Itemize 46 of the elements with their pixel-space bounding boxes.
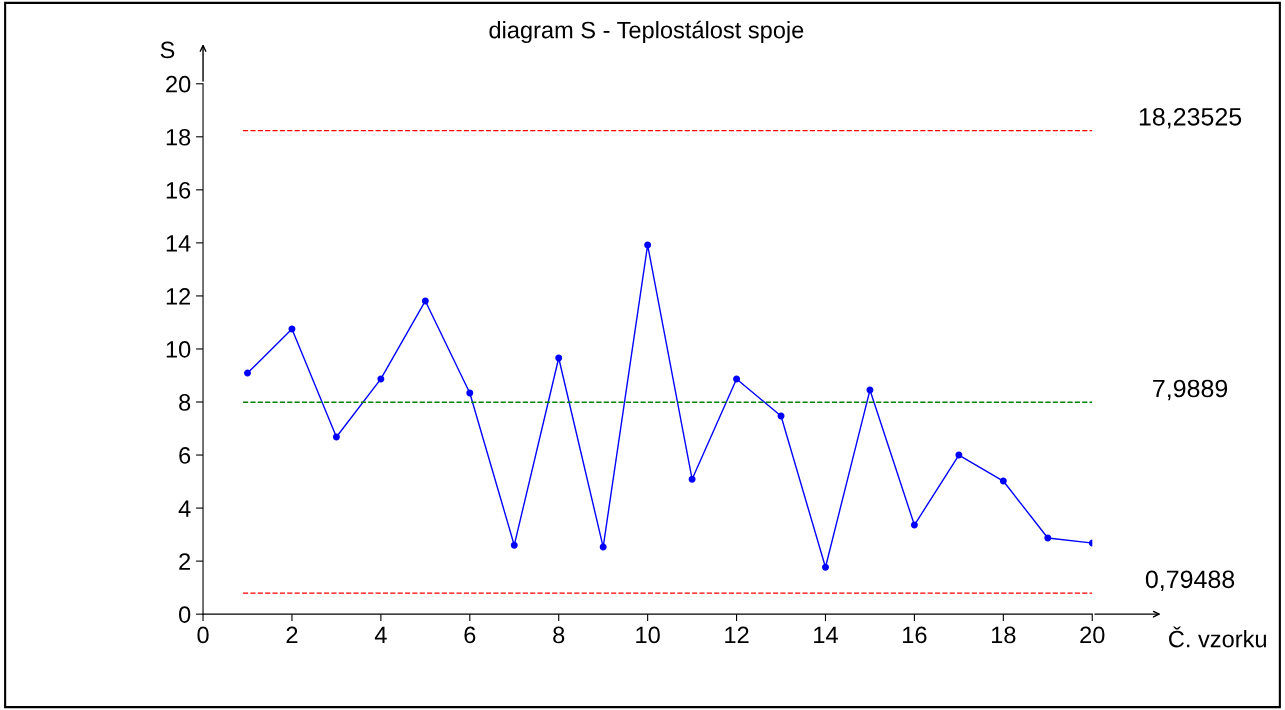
ref-line-label: 18,23525 xyxy=(1139,107,1242,129)
x-tick-label: 4 xyxy=(374,626,387,644)
point xyxy=(332,433,340,441)
point xyxy=(377,375,385,383)
x-tick-label: 18 xyxy=(992,626,1016,644)
x-axis-title: Č. vzorku xyxy=(1169,626,1266,648)
x-tick-label: 6 xyxy=(464,626,476,644)
x-tick-label: 2 xyxy=(286,626,298,644)
y-tick-label: 4 xyxy=(178,500,191,517)
point xyxy=(688,475,696,483)
x-tick-label: 14 xyxy=(814,626,838,644)
point xyxy=(733,375,741,383)
x-tick-label: 0 xyxy=(197,626,209,644)
y-tick-label: 0 xyxy=(179,606,191,623)
point xyxy=(866,386,874,394)
ref-line-label: 0,79488 xyxy=(1145,570,1235,592)
y-tick-label: 10 xyxy=(166,341,191,358)
y-tick-label: 6 xyxy=(179,447,191,464)
y-tick-label: 12 xyxy=(166,288,191,305)
y-tick-label: 8 xyxy=(179,394,191,411)
point xyxy=(822,563,829,571)
x-tick-label: 20 xyxy=(1080,626,1105,644)
y-tick-label: 18 xyxy=(166,128,191,146)
point xyxy=(999,477,1007,485)
ref-line-label: 7,9889 xyxy=(1153,379,1228,401)
point xyxy=(555,354,563,362)
point xyxy=(510,541,518,549)
point xyxy=(955,451,963,459)
point xyxy=(244,369,251,377)
x-tick-label: 16 xyxy=(903,626,927,644)
y-tick-label: 20 xyxy=(166,75,191,93)
point xyxy=(910,521,918,529)
y-tick-label: 2 xyxy=(179,553,191,570)
y-tick-label: 16 xyxy=(166,181,191,199)
point xyxy=(644,241,652,249)
point xyxy=(421,297,429,305)
y-tick-label: 14 xyxy=(166,235,191,252)
x-tick-label: 8 xyxy=(553,626,565,644)
point xyxy=(599,543,607,551)
x-tick-label: 10 xyxy=(636,626,660,644)
y-axis-title: S xyxy=(160,41,175,59)
chart-title: diagram S - Teplostálost spoje xyxy=(489,20,804,44)
x-tick-label: 12 xyxy=(725,626,749,644)
point xyxy=(466,389,474,397)
point xyxy=(288,325,296,333)
point xyxy=(1044,534,1052,542)
